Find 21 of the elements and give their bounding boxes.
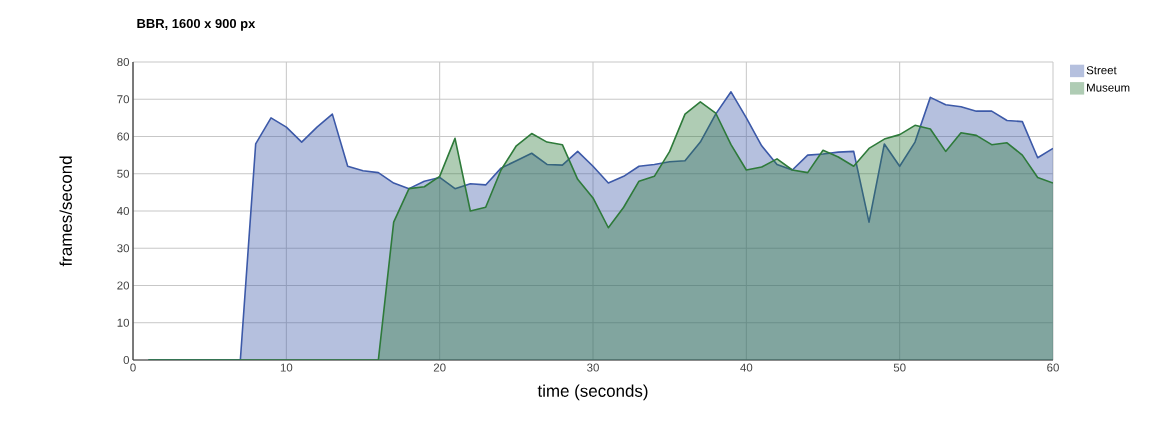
x-tick-label: 0 (130, 363, 136, 372)
y-tick-label: 60 (117, 132, 130, 141)
x-tick-label: 30 (587, 363, 599, 372)
x-tick-label: 50 (893, 363, 906, 372)
y-tick-label: 20 (117, 281, 130, 290)
x-axis-title: time (seconds) (537, 384, 648, 401)
x-tick-label: 10 (280, 363, 293, 372)
x-tick-label: 20 (433, 363, 446, 372)
x-tick-label: 40 (740, 363, 753, 372)
y-tick-label: 80 (117, 57, 130, 67)
y-tick-label: 30 (117, 244, 130, 253)
legend-label: Street (1086, 66, 1117, 75)
y-tick-label: 0 (123, 355, 130, 365)
y-axis-title: frames/second (59, 156, 72, 267)
x-tick-label: 60 (1047, 363, 1059, 372)
y-tick-label: 70 (117, 95, 130, 104)
y-tick-label: 10 (117, 318, 130, 327)
y-tick-label: 50 (117, 169, 130, 178)
y-tick-label: 40 (117, 206, 130, 216)
legend-label: Museum (1087, 83, 1130, 92)
chart-title: BBR, 1600 x 900 px (137, 18, 256, 31)
